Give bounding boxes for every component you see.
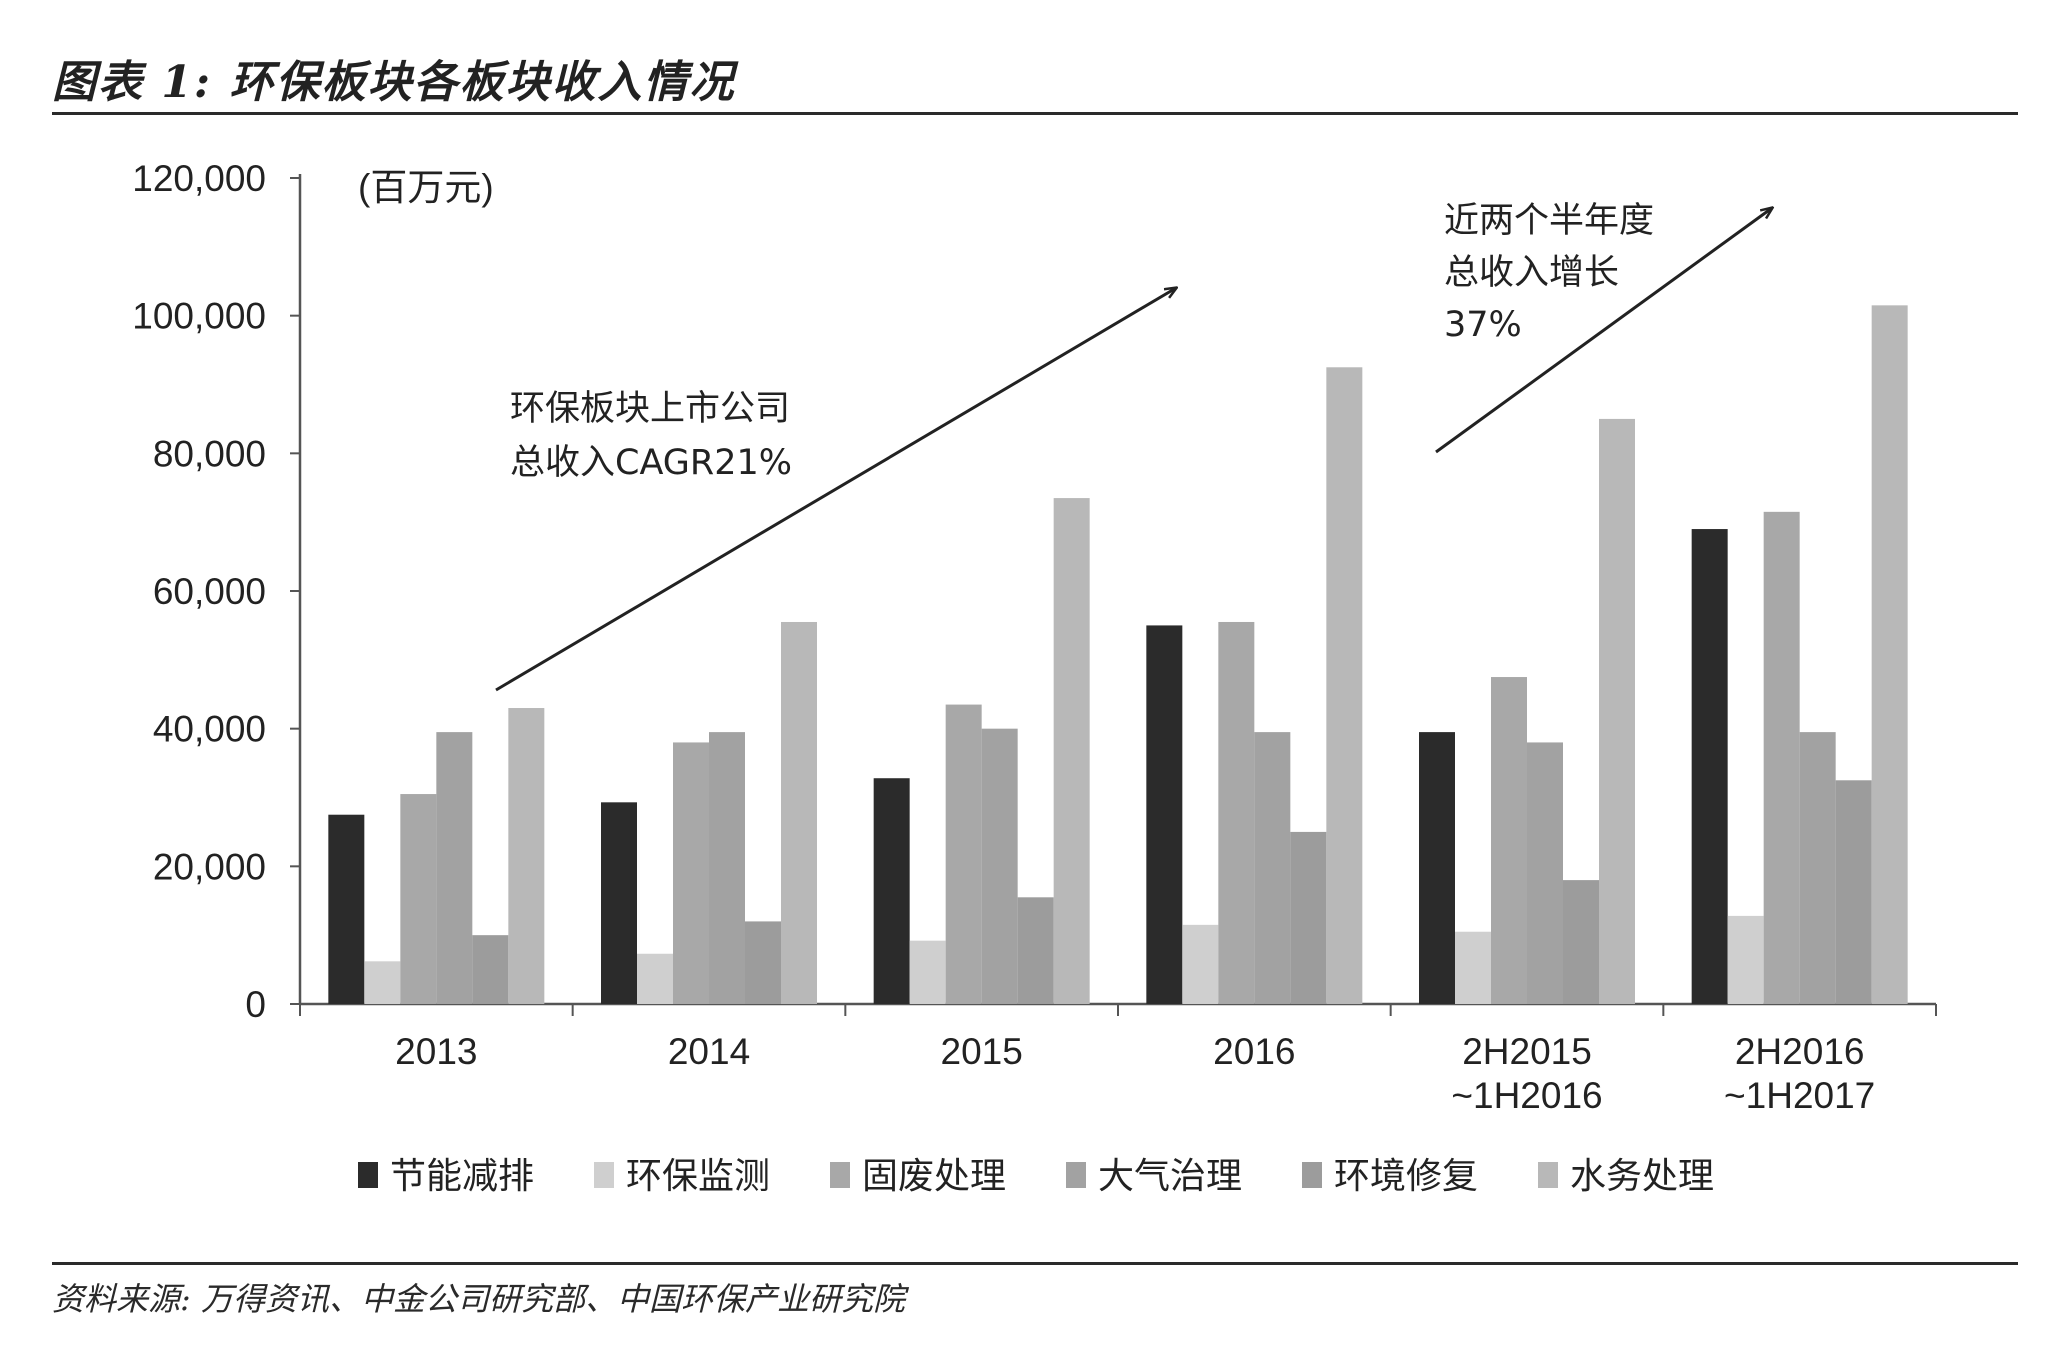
legend-swatch [1302, 1162, 1322, 1188]
legend-item: 大气治理 [1066, 1156, 1242, 1197]
bar [1146, 625, 1183, 1004]
bar [1218, 621, 1255, 1004]
legend-swatch [594, 1162, 614, 1188]
bar [472, 935, 509, 1004]
bar [1491, 677, 1527, 1004]
bar [400, 794, 437, 1004]
legend-item: 固废处理 [830, 1156, 1006, 1197]
annotation-text: 总收入CAGR21% [510, 443, 792, 483]
bar [1799, 732, 1836, 1004]
unit-label: (百万元) [358, 167, 494, 208]
y-tick-label: 40,000 [153, 709, 266, 750]
bar [1835, 780, 1872, 1004]
annotation-text: 环保板块上市公司 [510, 389, 790, 429]
legend-item: 节能减排 [358, 1156, 534, 1197]
annotation-text: 37% [1444, 305, 1522, 345]
x-tick-label: 2014 [668, 1031, 750, 1072]
bar [436, 732, 473, 1004]
bar [709, 732, 745, 1004]
bar [1182, 924, 1219, 1004]
legend-swatch [1066, 1162, 1086, 1188]
title-rule [52, 112, 2018, 115]
bar [1691, 529, 1728, 1004]
legend-item: 环境修复 [1302, 1156, 1478, 1197]
bar [1763, 511, 1800, 1004]
legend-swatch [830, 1162, 850, 1188]
bar [601, 802, 637, 1004]
x-tick-label: 2015 [941, 1031, 1023, 1072]
source-note: 资料来源: 万得资讯、中金公司研究部、中国环保产业研究院 [52, 1280, 905, 1318]
bar [981, 728, 1018, 1004]
bar [1053, 498, 1090, 1004]
x-tick-label: 2013 [395, 1031, 477, 1072]
y-tick-label: 100,000 [132, 296, 266, 337]
legend-label: 固废处理 [862, 1156, 1006, 1197]
bar [873, 778, 910, 1004]
bar [1727, 915, 1764, 1004]
trend-arrow [1435, 208, 1772, 454]
legend-label: 环保监测 [626, 1156, 770, 1197]
bar [1527, 742, 1563, 1004]
bar [328, 814, 365, 1004]
figure-title: 图表 1: 环保板块各板块收入情况 [52, 57, 736, 108]
annotation-text: 近两个半年度 [1444, 201, 1654, 241]
legend-label: 水务处理 [1570, 1156, 1714, 1197]
bar [745, 921, 781, 1004]
bar [673, 742, 709, 1004]
legend-label: 节能减排 [390, 1156, 534, 1197]
legend-swatch [358, 1162, 378, 1188]
bar [1455, 931, 1491, 1004]
bar [945, 704, 982, 1004]
bar [364, 961, 401, 1004]
bar [637, 953, 673, 1004]
y-tick-label: 20,000 [153, 846, 266, 887]
x-tick-label: ~1H2017 [1724, 1075, 1875, 1116]
bar [1599, 418, 1635, 1005]
legend-label: 大气治理 [1098, 1156, 1242, 1197]
x-tick-label: 2016 [1213, 1031, 1295, 1072]
bar [1563, 880, 1599, 1004]
legend-item: 环保监测 [594, 1156, 770, 1197]
x-tick-label: 2H2016 [1735, 1031, 1865, 1072]
y-tick-label: 120,000 [132, 158, 266, 199]
bar [1290, 831, 1327, 1004]
bar [781, 621, 817, 1004]
y-tick-label: 80,000 [153, 433, 266, 474]
bar [508, 708, 545, 1004]
bar [1017, 897, 1054, 1004]
y-tick-label: 0 [245, 984, 266, 1025]
x-tick-label: 2H2015 [1462, 1031, 1592, 1072]
bar [1871, 305, 1908, 1004]
trend-arrow [495, 288, 1176, 692]
legend-label: 环境修复 [1334, 1156, 1478, 1197]
bar [1326, 367, 1363, 1005]
bar [1419, 732, 1455, 1004]
bar [909, 940, 946, 1004]
x-tick-label: ~1H2016 [1451, 1075, 1602, 1116]
legend-item: 水务处理 [1538, 1156, 1714, 1197]
bar [1254, 732, 1291, 1004]
legend-swatch [1538, 1162, 1558, 1188]
footer-rule [52, 1262, 2018, 1265]
annotation-text: 总收入增长 [1444, 253, 1619, 293]
y-tick-label: 60,000 [153, 571, 266, 612]
